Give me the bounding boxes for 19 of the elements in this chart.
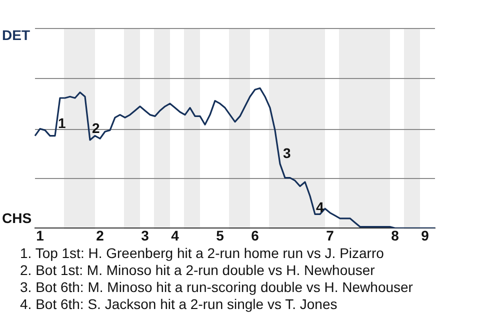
x-tick-label: 6: [251, 227, 260, 244]
x-tick-label: 4: [171, 227, 180, 244]
text: DET: [2, 27, 30, 43]
x-tick-label: 9: [421, 227, 430, 244]
annotation: 1: [58, 115, 66, 131]
text: CHS: [2, 210, 32, 226]
annotation: 3: [283, 145, 291, 161]
text: 2. Bot 1st: M. Minoso hit a 2-run double vs H. Newhouser: [20, 262, 376, 279]
text: 1. Top 1st: H. Greenberg hit a 2-run home run vs J. Pizarro: [20, 245, 385, 262]
annotation: 4: [316, 199, 324, 215]
x-tick-label: 2: [96, 227, 104, 244]
x-tick-label: 5: [216, 227, 224, 244]
x-tick-label: 7: [326, 227, 334, 244]
x-tick-label: 8: [391, 227, 400, 244]
text: 4. Bot 6th: S. Jackson hit a 2-run single vs T. Jones: [20, 296, 338, 313]
annotation: 2: [92, 120, 100, 136]
x-tick-label: 3: [141, 227, 150, 244]
x-tick-label: 1: [36, 227, 44, 244]
text: 3. Bot 6th: M. Minoso hit a run-scoring double vs H. Newhouser: [20, 279, 414, 296]
